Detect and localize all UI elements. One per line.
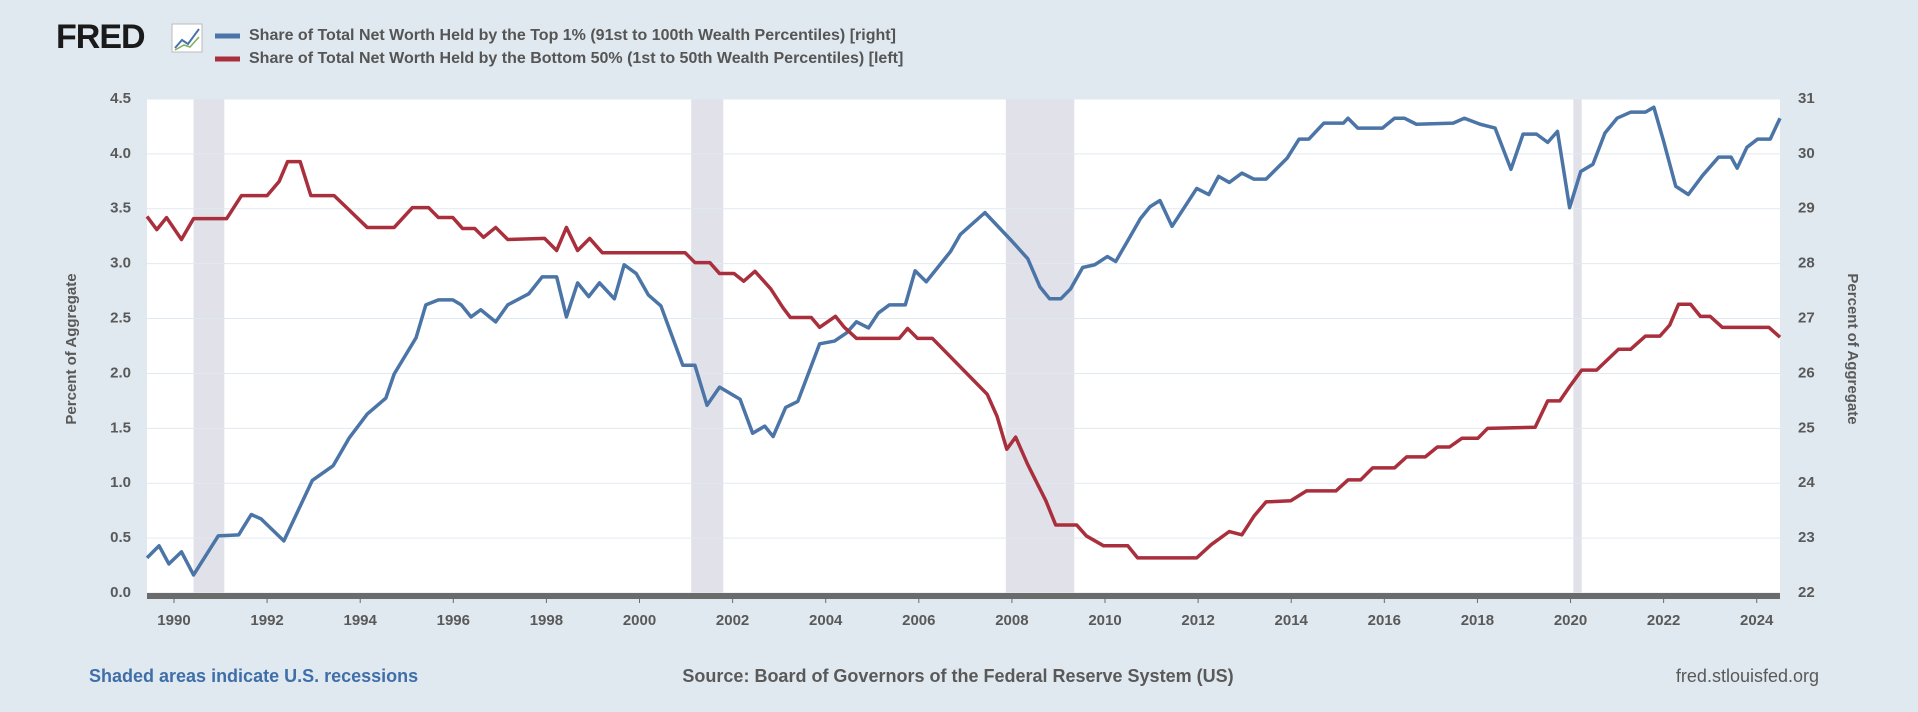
- y2-axis-title: Percent of Aggregate: [1844, 273, 1861, 424]
- y-tick-label: 1.5: [110, 419, 131, 436]
- x-tick-label: 1994: [344, 612, 378, 629]
- y-tick-label: 4.5: [110, 90, 131, 107]
- x-tick-label: 1992: [250, 612, 283, 629]
- x-tick-label: 2010: [1088, 612, 1121, 629]
- recession-band: [1005, 99, 1075, 593]
- x-tick-label: 2008: [995, 612, 1028, 629]
- x-tick-label: 2022: [1647, 612, 1680, 629]
- series-line: [145, 105, 1782, 577]
- y2-tick-label: 25: [1798, 419, 1815, 436]
- y2-tick-label: 29: [1798, 200, 1815, 217]
- y-tick-label: 3.0: [110, 255, 131, 272]
- x-tick-label: 2016: [1368, 612, 1401, 629]
- recession-band: [193, 99, 225, 593]
- y-tick-label: 3.5: [110, 200, 131, 217]
- y2-tick-label: 26: [1798, 364, 1815, 381]
- x-tick-label: 1996: [437, 612, 470, 629]
- recession-band: [691, 99, 724, 593]
- y-tick-label: 2.0: [110, 364, 131, 381]
- y2-tick-label: 27: [1798, 310, 1815, 327]
- x-tick-label: 2006: [902, 612, 935, 629]
- x-tick-label: 2002: [716, 612, 749, 629]
- x-tick-label: 2020: [1554, 612, 1587, 629]
- logo-icon: [171, 23, 203, 53]
- y-tick-label: 0.0: [110, 584, 131, 601]
- legend-label: Share of Total Net Worth Held by the Bot…: [249, 50, 903, 67]
- recession-note: Shaded areas indicate U.S. recessions: [89, 666, 418, 686]
- y2-tick-label: 31: [1798, 90, 1815, 107]
- source: Source: Board of Governors of the Federa…: [682, 666, 1233, 686]
- y2-tick-label: 24: [1798, 474, 1815, 491]
- x-tick-label: 1998: [530, 612, 563, 629]
- y2-tick-label: 22: [1798, 584, 1815, 601]
- legend-label: Share of Total Net Worth Held by the Top…: [249, 27, 896, 44]
- y-tick-label: 2.5: [110, 310, 131, 327]
- y2-tick-label: 23: [1798, 529, 1815, 546]
- x-tick-label: 2014: [1275, 612, 1309, 629]
- x-tick-label: 2024: [1740, 612, 1774, 629]
- y2-tick-label: 28: [1798, 255, 1815, 272]
- y2-tick-label: 30: [1798, 145, 1815, 162]
- y-axis-title: Percent of Aggregate: [63, 273, 80, 424]
- x-axis: [147, 593, 1780, 599]
- y-tick-label: 1.0: [110, 474, 131, 491]
- logo: FRED: [56, 18, 145, 56]
- x-tick-label: 2018: [1461, 612, 1494, 629]
- site: fred.stlouisfed.org: [1676, 666, 1819, 686]
- x-tick-label: 2004: [809, 612, 843, 629]
- y-tick-label: 0.5: [110, 529, 131, 546]
- x-tick-label: 2012: [1181, 612, 1214, 629]
- y-tick-label: 4.0: [110, 145, 131, 162]
- series-line: [145, 159, 1782, 560]
- plot-area: [147, 99, 1780, 593]
- recession-band: [1573, 99, 1582, 593]
- x-tick-label: 2000: [623, 612, 656, 629]
- x-tick-label: 1990: [157, 612, 190, 629]
